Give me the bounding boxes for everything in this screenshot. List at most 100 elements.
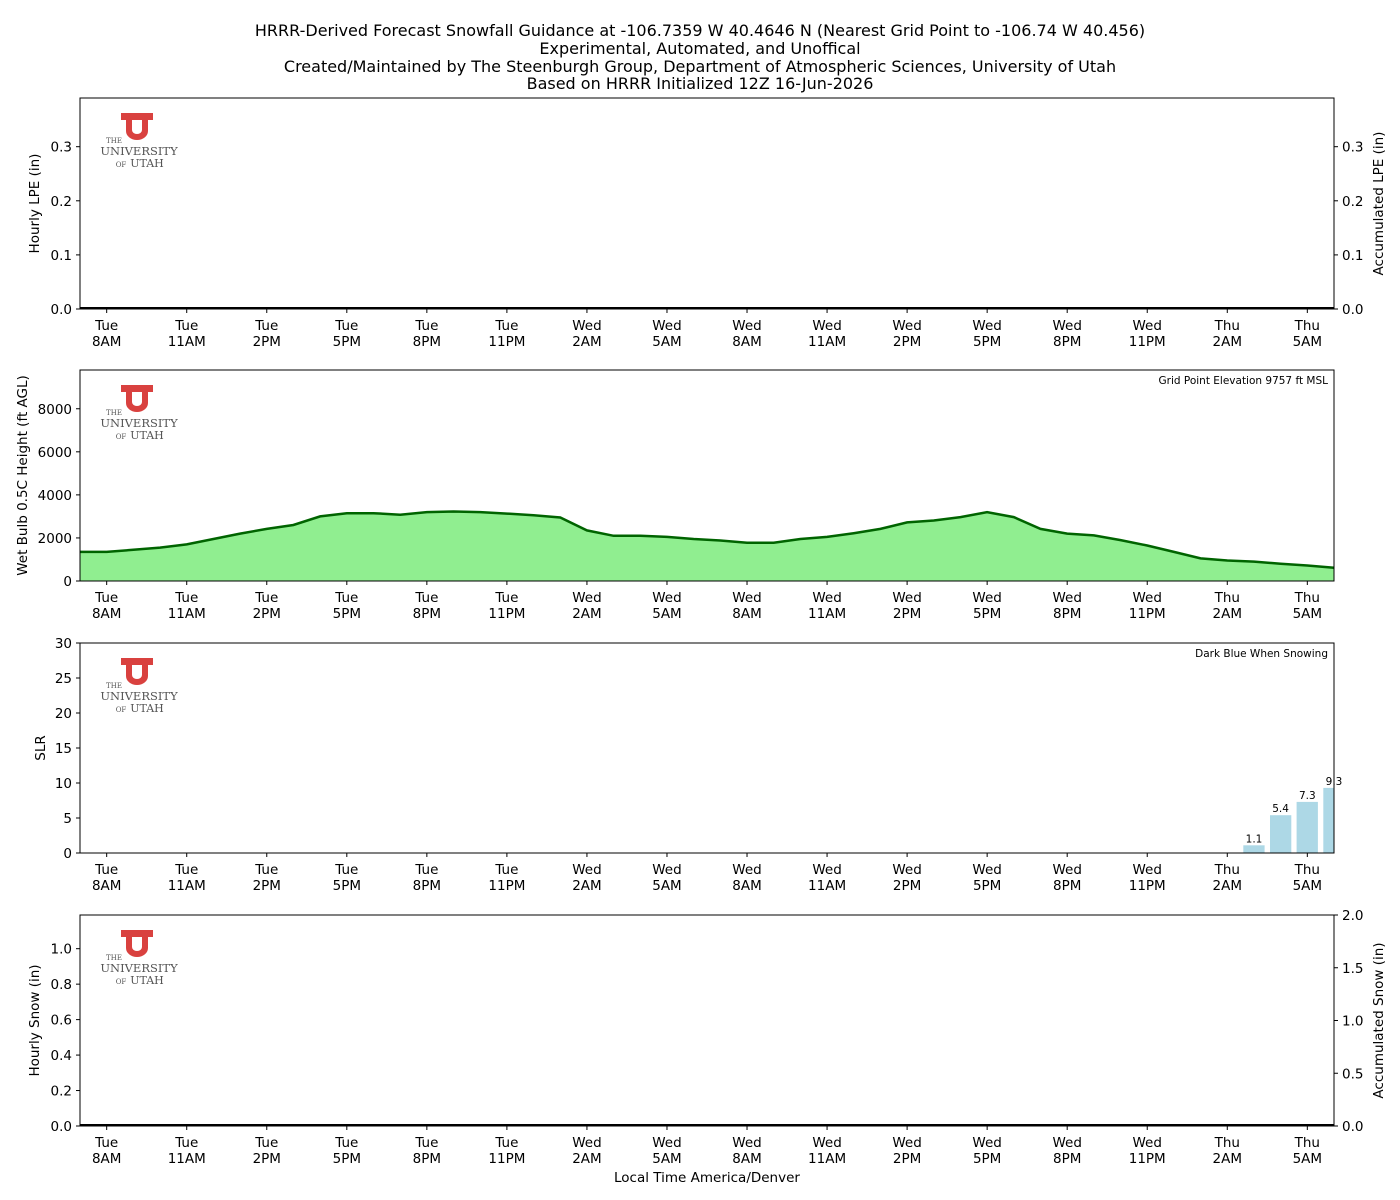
y-right-tick-label: 1.5 — [1342, 961, 1363, 977]
x-tick-day-label: Wed — [892, 1135, 921, 1151]
y-tick-label: 4000 — [38, 488, 72, 504]
title-line-2: Experimental, Automated, and Unoffical — [539, 39, 860, 58]
x-tick-time-label: 11PM — [1129, 334, 1166, 350]
x-tick-day-label: Wed — [652, 590, 681, 606]
slr-bar-label: 5.4 — [1272, 803, 1289, 815]
x-tick-time-label: 11PM — [1129, 878, 1166, 894]
x-tick-day-label: Wed — [732, 1135, 761, 1151]
x-tick-time-label: 5AM — [652, 878, 681, 894]
x-tick-time-label: 2PM — [893, 334, 921, 350]
logo-text-utah: UTAH — [130, 157, 164, 170]
panel-note: Dark Blue When Snowing — [1195, 648, 1328, 660]
x-tick-time-label: 11AM — [808, 334, 846, 350]
y-tick-label: 8000 — [38, 402, 72, 418]
y-tick-label: 20 — [55, 706, 72, 722]
y-right-tick-label: 0.0 — [1342, 302, 1363, 318]
x-tick-time-label: 8AM — [732, 1151, 761, 1167]
x-tick-day-label: Wed — [972, 1135, 1001, 1151]
x-tick-day-label: Tue — [414, 318, 438, 334]
plot-frame — [79, 369, 1335, 582]
x-tick-day-label: Tue — [334, 862, 358, 878]
x-tick-time-label: 5PM — [973, 878, 1001, 894]
x-tick-day-label: Wed — [812, 1135, 841, 1151]
x-tick-time-label: 5PM — [333, 334, 361, 350]
x-tick-time-label: 11AM — [168, 1151, 206, 1167]
y-tick-label: 0.4 — [51, 1048, 72, 1064]
x-tick-time-label: 8PM — [413, 334, 441, 350]
x-tick-day-label: Tue — [254, 590, 278, 606]
x-tick-day-label: Tue — [254, 318, 278, 334]
x-tick-time-label: 8AM — [92, 606, 121, 622]
x-tick-time-label: 8PM — [413, 878, 441, 894]
y-tick-label: 0.3 — [51, 140, 72, 156]
x-tick-day-label: Tue — [94, 590, 118, 606]
x-tick-time-label: 2PM — [893, 1151, 921, 1167]
x-tick-time-label: 5PM — [333, 878, 361, 894]
x-tick-time-label: 5PM — [333, 606, 361, 622]
slr-bar-label: 7.3 — [1299, 790, 1316, 802]
utah-u-mark-icon — [121, 113, 153, 140]
x-tick-day-label: Tue — [254, 1135, 278, 1151]
x-tick-time-label: 2PM — [253, 334, 281, 350]
x-tick-time-label: 11PM — [488, 606, 525, 622]
logo-text-the: THE — [106, 682, 122, 690]
utah-u-mark-icon — [121, 385, 153, 412]
x-tick-time-label: 11AM — [808, 878, 846, 894]
x-tick-time-label: 2AM — [572, 334, 601, 350]
x-tick-day-label: Wed — [1052, 318, 1081, 334]
x-tick-time-label: 2AM — [1213, 878, 1242, 894]
y-tick-label: 0.1 — [51, 248, 72, 264]
x-tick-day-label: Thu — [1294, 590, 1320, 606]
x-tick-time-label: 8PM — [1053, 878, 1081, 894]
x-tick-day-label: Wed — [732, 318, 761, 334]
x-tick-day-label: Wed — [652, 1135, 681, 1151]
x-tick-time-label: 11PM — [488, 878, 525, 894]
x-tick-time-label: 11AM — [168, 334, 206, 350]
slr-bar — [1323, 787, 1334, 853]
x-tick-time-label: 11AM — [168, 878, 206, 894]
y-right-tick-label: 2.0 — [1342, 908, 1363, 924]
x-tick-time-label: 5AM — [652, 606, 681, 622]
x-tick-time-label: 8AM — [732, 878, 761, 894]
x-tick-time-label: 8AM — [732, 606, 761, 622]
logo-text-of: OF — [116, 706, 127, 714]
utah-u-mark-icon — [121, 658, 153, 685]
logo-text-utah: UTAH — [130, 974, 164, 987]
x-tick-time-label: 8AM — [92, 334, 121, 350]
logo-text-utah: UTAH — [130, 702, 164, 715]
x-tick-time-label: 5AM — [652, 1151, 681, 1167]
x-tick-time-label: 2AM — [1213, 334, 1242, 350]
logo-text-utah: UTAH — [130, 429, 164, 442]
y-tick-label: 0.8 — [51, 977, 72, 993]
x-tick-day-label: Thu — [1214, 862, 1240, 878]
y-right-tick-label: 0.5 — [1342, 1066, 1363, 1082]
x-tick-day-label: Wed — [572, 1135, 601, 1151]
y-axis-label: Wet Bulb 0.5C Height (ft AGL) — [15, 375, 31, 576]
x-tick-day-label: Wed — [1052, 590, 1081, 606]
y-tick-label: 0 — [63, 574, 72, 590]
x-tick-day-label: Wed — [892, 862, 921, 878]
x-tick-time-label: 2PM — [253, 1151, 281, 1167]
x-tick-day-label: Tue — [494, 318, 518, 334]
x-tick-time-label: 8AM — [92, 878, 121, 894]
x-tick-time-label: 11AM — [808, 606, 846, 622]
y-tick-label: 0.6 — [51, 1013, 72, 1029]
x-tick-day-label: Wed — [892, 318, 921, 334]
x-tick-time-label: 8AM — [732, 334, 761, 350]
y-tick-label: 0.0 — [51, 1119, 72, 1135]
logo-text-university: UNIVERSITY — [100, 961, 178, 975]
x-tick-day-label: Wed — [1133, 590, 1162, 606]
x-tick-day-label: Tue — [334, 1135, 358, 1151]
x-tick-day-label: Wed — [1133, 1135, 1162, 1151]
x-tick-day-label: Tue — [174, 318, 198, 334]
y-tick-label: 15 — [55, 741, 72, 757]
x-tick-day-label: Wed — [972, 862, 1001, 878]
x-tick-day-label: Thu — [1294, 1135, 1320, 1151]
x-tick-day-label: Wed — [572, 318, 601, 334]
x-tick-day-label: Thu — [1294, 862, 1320, 878]
